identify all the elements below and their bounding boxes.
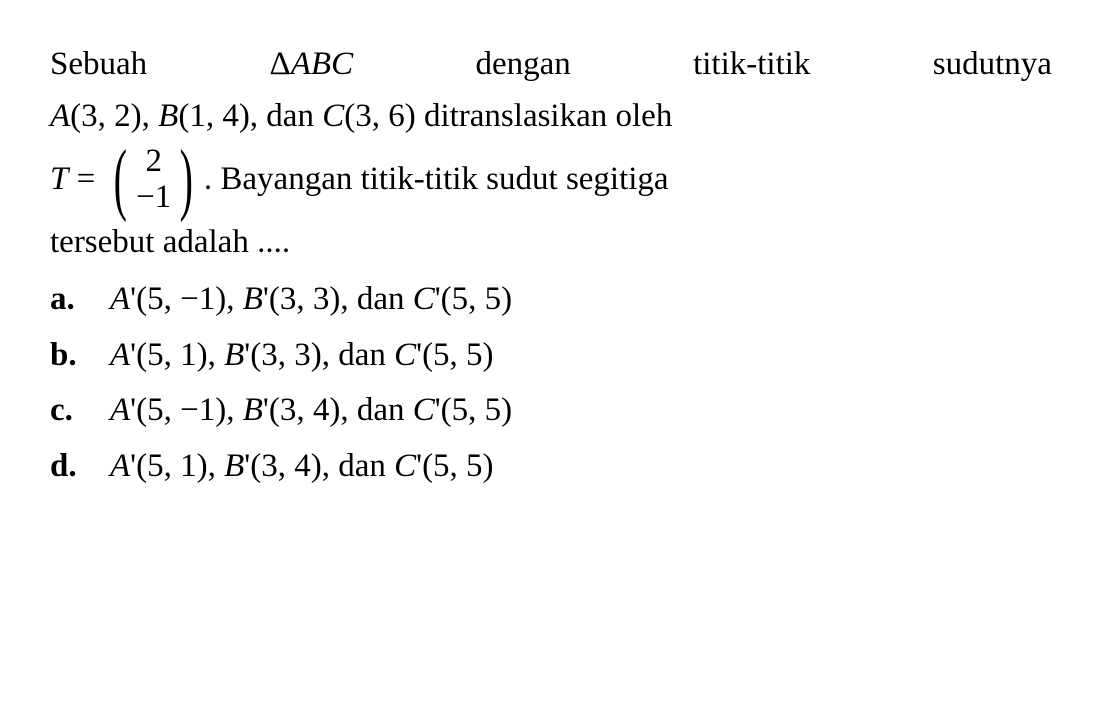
- option-b: b. A'(5, 1), B'(3, 3), dan C'(5, 5): [50, 331, 1052, 381]
- word-sebuah: Sebuah: [50, 40, 147, 90]
- option-label-a: a.: [50, 275, 110, 325]
- question-line-3: T = ( 2 −1 ) . Bayangan titik-titik sudu…: [50, 143, 1052, 216]
- equals-sign: =: [68, 155, 103, 205]
- word-titik: titik-titik: [693, 40, 810, 90]
- matrix-bottom: −1: [136, 179, 171, 215]
- question-line-1: Sebuah ΔABC dengan titik-titik sudutnya: [50, 40, 1052, 90]
- math-question: Sebuah ΔABC dengan titik-titik sudutnya …: [50, 40, 1052, 491]
- triangle-abc: ΔABC: [270, 40, 354, 90]
- right-paren: ): [180, 147, 193, 211]
- question-line-4: tersebut adalah ....: [50, 218, 1052, 268]
- abc-label: ABC: [291, 46, 353, 82]
- word-sudutnya: sudutnya: [933, 40, 1052, 90]
- delta-symbol: Δ: [270, 46, 291, 82]
- translation-matrix: ( 2 −1 ): [107, 143, 199, 216]
- matrix-suffix: . Bayangan titik-titik sudut segitiga: [204, 155, 669, 205]
- t-equals: T: [50, 155, 68, 205]
- option-label-c: c.: [50, 386, 110, 436]
- answer-options: a. A'(5, −1), B'(3, 3), dan C'(5, 5) b. …: [50, 275, 1052, 491]
- option-d: d. A'(5, 1), B'(3, 4), dan C'(5, 5): [50, 442, 1052, 492]
- question-line-2: A(3, 2), B(1, 4), dan C(3, 6) ditranslas…: [50, 92, 1052, 142]
- matrix-values: 2 −1: [134, 143, 173, 216]
- option-label-d: d.: [50, 442, 110, 492]
- option-a: a. A'(5, −1), B'(3, 3), dan C'(5, 5): [50, 275, 1052, 325]
- option-text-b: A'(5, 1), B'(3, 3), dan C'(5, 5): [110, 331, 1052, 381]
- left-paren: (: [114, 147, 127, 211]
- question-body: Sebuah ΔABC dengan titik-titik sudutnya …: [50, 40, 1052, 267]
- option-text-a: A'(5, −1), B'(3, 3), dan C'(5, 5): [110, 275, 1052, 325]
- word-dengan: dengan: [475, 40, 570, 90]
- option-label-b: b.: [50, 331, 110, 381]
- option-c: c. A'(5, −1), B'(3, 4), dan C'(5, 5): [50, 386, 1052, 436]
- option-text-c: A'(5, −1), B'(3, 4), dan C'(5, 5): [110, 386, 1052, 436]
- matrix-top: 2: [145, 143, 162, 179]
- option-text-d: A'(5, 1), B'(3, 4), dan C'(5, 5): [110, 442, 1052, 492]
